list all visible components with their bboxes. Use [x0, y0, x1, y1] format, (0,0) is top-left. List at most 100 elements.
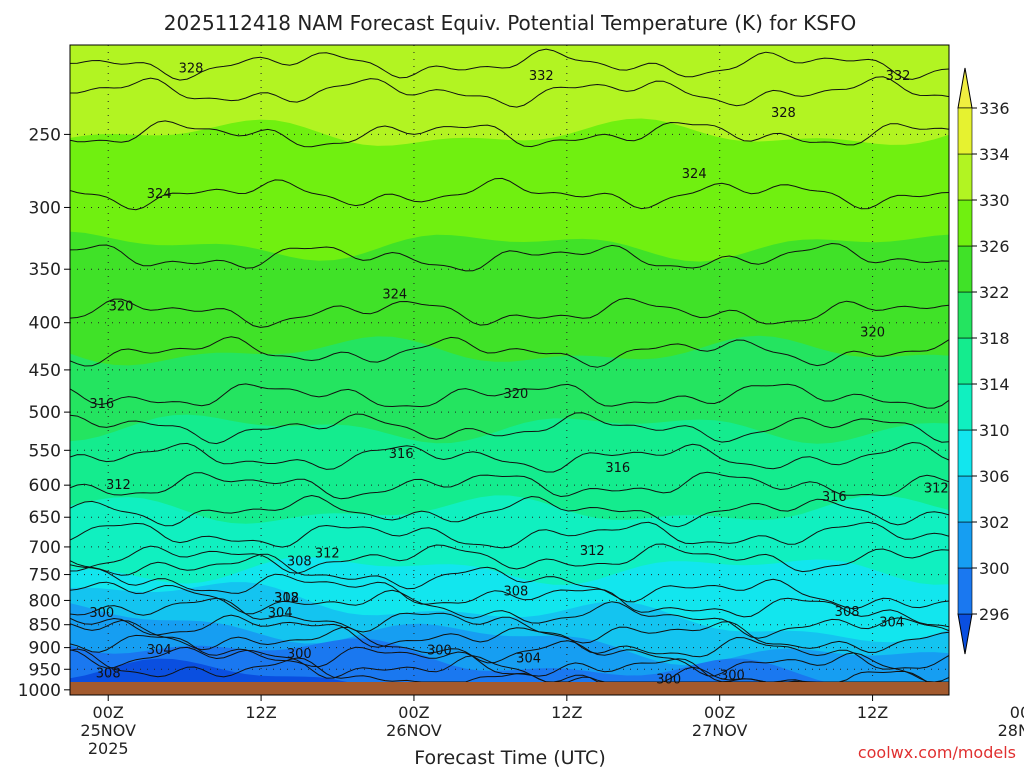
y-tick-label: 700: [29, 538, 61, 558]
y-tick-label: 1000: [18, 681, 61, 701]
x-tick-label: 12Z: [857, 703, 888, 722]
contour-label: 328: [179, 61, 204, 76]
contour-line: [70, 521, 949, 549]
plot-area: [70, 45, 949, 695]
colorbar-label: 300: [979, 559, 1010, 578]
colorbar-label: 326: [979, 237, 1010, 256]
y-tick-label: 500: [29, 403, 61, 423]
y-tick-label: 550: [29, 441, 61, 461]
y-tick-label: 650: [29, 508, 61, 528]
contour-label: 320: [503, 387, 528, 402]
colorbar-label: 314: [979, 375, 1010, 394]
contour-line: [70, 581, 949, 639]
contour-line: [70, 48, 949, 81]
colorbar-segment: [957, 337, 973, 385]
y-axis-ticks: 250 300 350 400 450 500 550 600 650 700 750 800 850 9…: [18, 125, 70, 701]
contour-labels: 328 332 332 328 324 324 324 320 320 320 316 316 316 3…: [89, 61, 948, 687]
contour-label: 304: [268, 606, 293, 621]
colorbar-upper-arrow: [957, 67, 973, 109]
contour-line: [70, 553, 949, 610]
contour-label: 324: [147, 187, 172, 202]
colorbar-label: 306: [979, 467, 1010, 486]
contour-line: [70, 177, 949, 211]
contour-line: [70, 614, 949, 670]
x-tick-label: 12Z: [245, 703, 276, 722]
contour-label: 308: [287, 555, 312, 570]
contour-label: 300: [656, 673, 681, 688]
x-tick-label: 00Z: [93, 703, 124, 722]
contour-label: 312: [315, 547, 340, 562]
colorbar-segment: [957, 291, 973, 339]
contour-line: [70, 76, 949, 108]
contour-line: [70, 543, 949, 574]
colorbar-lower-arrow: [957, 613, 973, 655]
contour-line: [70, 494, 949, 528]
colorbar-segment: [957, 199, 973, 247]
colorbar-label: 296: [979, 605, 1010, 624]
x-tick-label: 2025: [88, 739, 129, 758]
colorbar-segment: [957, 567, 973, 615]
contour-label: 332: [529, 69, 554, 84]
colorbar-label: 322: [979, 283, 1010, 302]
y-tick-label: 300: [29, 198, 61, 218]
contour-label: 320: [860, 326, 885, 341]
colorbar: 296 300 302 306 310 314 318 322 326 330 334 336: [957, 67, 1010, 655]
chart-title: 2025112418 NAM Forecast Equiv. Potential…: [164, 11, 856, 35]
contour-line: [70, 120, 949, 148]
x-tick-label: 26NOV: [386, 721, 442, 740]
y-tick-label: 450: [29, 361, 61, 381]
y-tick-label: 600: [29, 476, 61, 496]
contour-label: 312: [106, 478, 131, 493]
y-tick-label: 750: [29, 566, 61, 586]
y-tick-label: 950: [29, 660, 61, 680]
contour-label: 308: [503, 584, 528, 599]
contour-line: [70, 471, 949, 500]
x-tick-label: 00Z: [398, 703, 429, 722]
y-tick-label: 350: [29, 260, 61, 280]
theta-e-bands: [70, 45, 949, 695]
contour-label: 308: [96, 667, 121, 682]
contour-line: [70, 619, 949, 683]
contour-label: 304: [147, 643, 172, 658]
colorbar-segment: [957, 429, 973, 477]
contour-label: 320: [109, 299, 134, 314]
contour-label: 312: [580, 544, 605, 559]
contour-label: 316: [89, 397, 114, 412]
contour-line: [70, 441, 949, 473]
colorbar-label: 330: [979, 191, 1010, 210]
colorbar-label: 334: [979, 145, 1010, 164]
contour-label: 312: [924, 482, 949, 497]
contour-label: 316: [389, 447, 414, 462]
colorbar-label: 336: [979, 99, 1010, 118]
contour-line: [70, 297, 949, 328]
contour-label: 312: [274, 591, 299, 606]
x-tick-label: 00Z: [704, 703, 735, 722]
contour-label: 300: [89, 606, 114, 621]
contour-label: 316: [822, 490, 847, 505]
colorbar-label: 310: [979, 421, 1010, 440]
contour-label: 324: [382, 288, 407, 303]
colorbar-segment: [957, 153, 973, 201]
y-tick-label: 900: [29, 639, 61, 659]
x-tick-label: 12Z: [551, 703, 582, 722]
y-tick-label: 800: [29, 591, 61, 611]
y-tick-label: 850: [29, 616, 61, 636]
x-tick-label: 00Z: [1010, 703, 1024, 722]
contour-label: 300: [720, 669, 745, 684]
colorbar-segment: [957, 245, 973, 293]
contour-line: [70, 383, 949, 409]
y-tick-label: 400: [29, 314, 61, 334]
ground-layer: [70, 682, 949, 695]
contour-label: 308: [835, 605, 860, 620]
contour-line: [70, 336, 949, 368]
colorbar-segment: [957, 383, 973, 431]
y-tick-label: 250: [29, 125, 61, 145]
contour-line: [70, 412, 949, 445]
colorbar-label: 318: [979, 329, 1010, 348]
x-tick-label: 28NOV: [998, 721, 1024, 740]
contour-label: 332: [886, 69, 911, 84]
x-axis-label: Forecast Time (UTC): [414, 747, 605, 768]
contour-line: [70, 634, 949, 683]
contour-label: 308: [274, 591, 299, 606]
contour-label: 316: [605, 461, 630, 476]
